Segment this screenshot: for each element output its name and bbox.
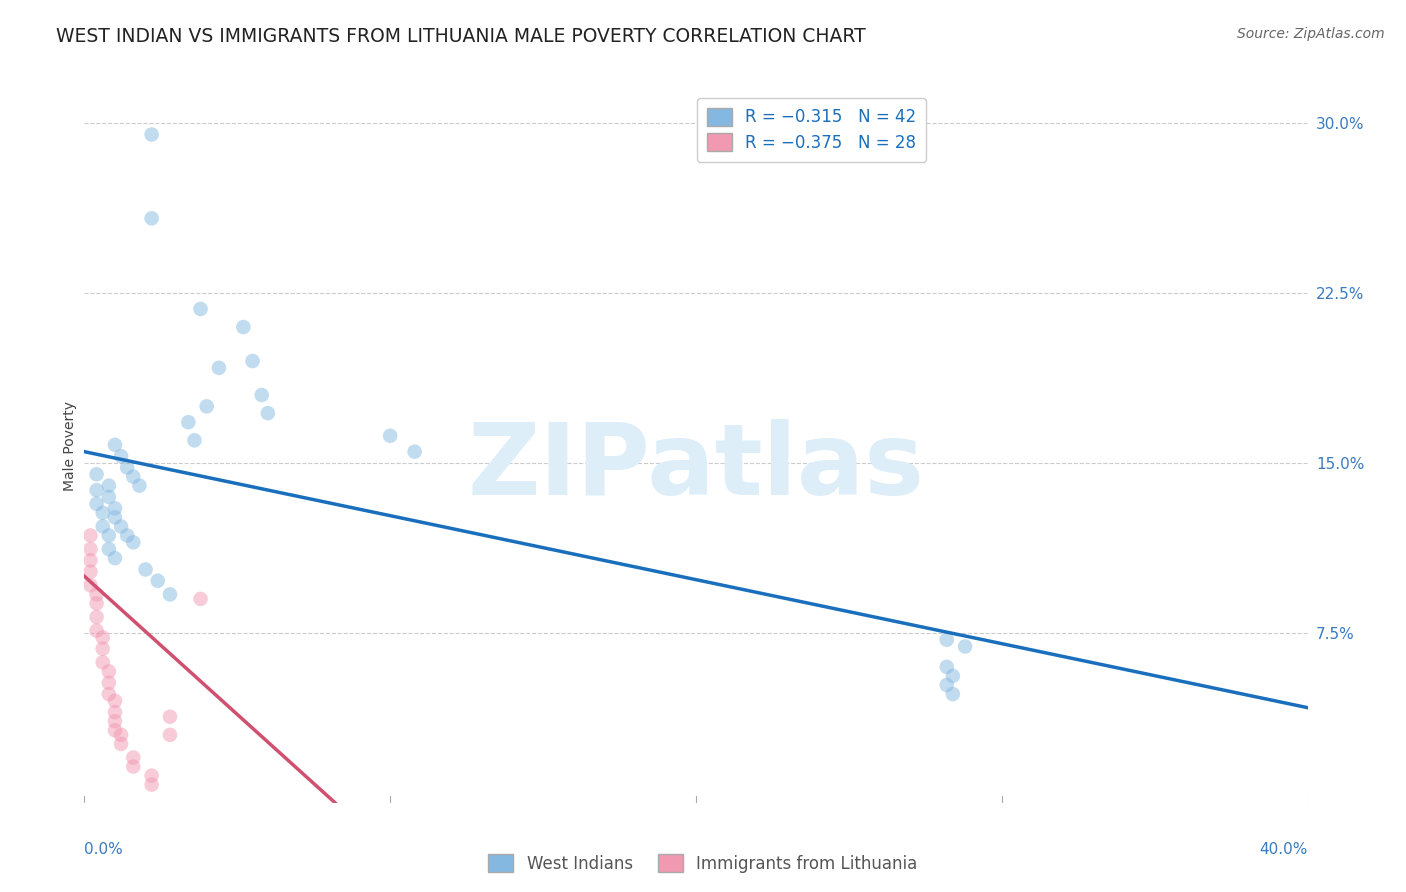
Point [86,597,108,611]
Point [942,687,965,701]
Point [232,320,254,334]
Point [79,542,101,557]
Point [86,610,108,624]
Text: WEST INDIAN VS IMMIGRANTS FROM LITHUANIA MALE POVERTY CORRELATION CHART: WEST INDIAN VS IMMIGRANTS FROM LITHUANIA… [56,27,866,45]
Point [91,506,114,520]
Point [79,578,101,592]
Point [404,444,426,458]
Point [122,750,145,764]
Point [935,660,957,674]
Point [110,728,132,742]
Point [953,640,976,654]
Point [110,449,132,463]
Point [135,562,157,576]
Point [159,587,181,601]
Text: Source: ZipAtlas.com: Source: ZipAtlas.com [1237,27,1385,41]
Point [104,714,127,729]
Point [91,641,114,656]
Point [79,565,101,579]
Point [942,669,965,683]
Point [141,211,163,226]
Point [97,528,120,542]
Point [208,360,231,375]
Text: ZIPatlas: ZIPatlas [468,419,924,516]
Point [104,438,127,452]
Point [97,675,120,690]
Point [79,553,101,567]
Text: 40.0%: 40.0% [1260,842,1308,857]
Point [250,388,273,402]
Point [104,551,127,566]
Point [146,574,169,588]
Point [79,528,101,542]
Y-axis label: Male Poverty: Male Poverty [63,401,77,491]
Point [141,128,163,142]
Point [242,354,264,368]
Point [122,535,145,549]
Point [97,687,120,701]
Point [104,705,127,719]
Point [115,528,138,542]
Point [104,723,127,738]
Point [195,400,218,414]
Point [141,769,163,783]
Point [91,656,114,670]
Point [159,728,181,742]
Point [104,510,127,524]
Legend: West Indians, Immigrants from Lithuania: West Indians, Immigrants from Lithuania [482,847,924,880]
Point [190,591,212,606]
Point [141,778,163,792]
Point [190,301,212,316]
Point [183,434,205,448]
Point [935,678,957,692]
Point [86,497,108,511]
Point [128,478,150,492]
Point [159,709,181,723]
Point [257,406,280,420]
Point [86,624,108,638]
Point [104,501,127,516]
Point [97,542,120,557]
Point [110,737,132,751]
Point [380,429,402,443]
Point [97,478,120,492]
Legend: R = −0.315   N = 42, R = −0.375   N = 28: R = −0.315 N = 42, R = −0.375 N = 28 [697,97,927,161]
Point [86,467,108,482]
Point [122,469,145,483]
Point [97,665,120,679]
Point [86,587,108,601]
Point [91,519,114,533]
Point [177,415,200,429]
Point [97,490,120,504]
Text: 0.0%: 0.0% [84,842,124,857]
Point [122,759,145,773]
Point [104,694,127,708]
Point [91,631,114,645]
Point [110,519,132,533]
Point [935,632,957,647]
Point [86,483,108,498]
Point [115,460,138,475]
